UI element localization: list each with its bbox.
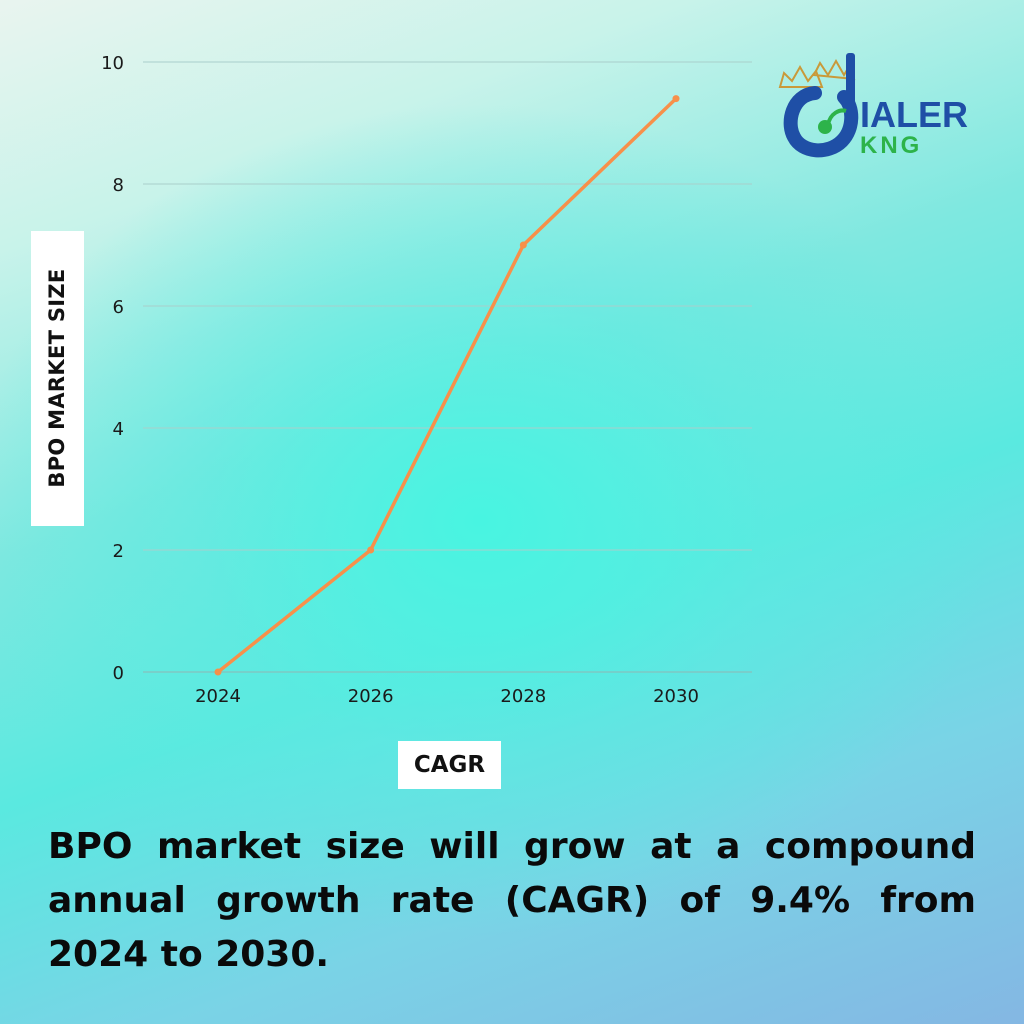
x-tick-label: 2026 <box>348 686 394 707</box>
data-point <box>214 668 222 676</box>
y-axis-label: BPO MARKET SIZE <box>45 268 69 488</box>
y-tick-label: 6 <box>113 297 124 318</box>
y-tick-label: 0 <box>113 663 124 684</box>
caption-text: BPO market size will grow at a compound … <box>48 826 976 975</box>
y-axis-label-box <box>31 231 84 526</box>
y-tick-label: 2 <box>113 541 124 562</box>
y-tick-label: 4 <box>113 419 124 440</box>
y-tick-labels: 0 2 4 6 8 10 <box>101 53 124 684</box>
x-tick-label: 2024 <box>195 686 241 707</box>
y-tick-label: 8 <box>113 175 124 196</box>
crown-icon <box>778 58 856 88</box>
chart-grid <box>143 61 752 673</box>
data-point <box>367 546 375 554</box>
series-line <box>216 96 678 674</box>
y-tick-label: 10 <box>101 53 124 74</box>
data-point <box>519 241 527 249</box>
x-tick-label: 2028 <box>500 686 546 707</box>
dialer-king-logo: IALER KNG <box>778 53 968 159</box>
logo-text-bottom: KNG <box>860 132 922 159</box>
x-axis-label: CAGR <box>398 741 501 789</box>
series-line-group <box>214 95 680 676</box>
data-point <box>672 95 680 103</box>
d-letter-icon <box>783 53 859 158</box>
x-tick-labels: 2024 2026 2028 2030 <box>195 686 699 707</box>
x-tick-label: 2030 <box>653 686 699 707</box>
logo-text-top: IALER <box>860 94 968 135</box>
